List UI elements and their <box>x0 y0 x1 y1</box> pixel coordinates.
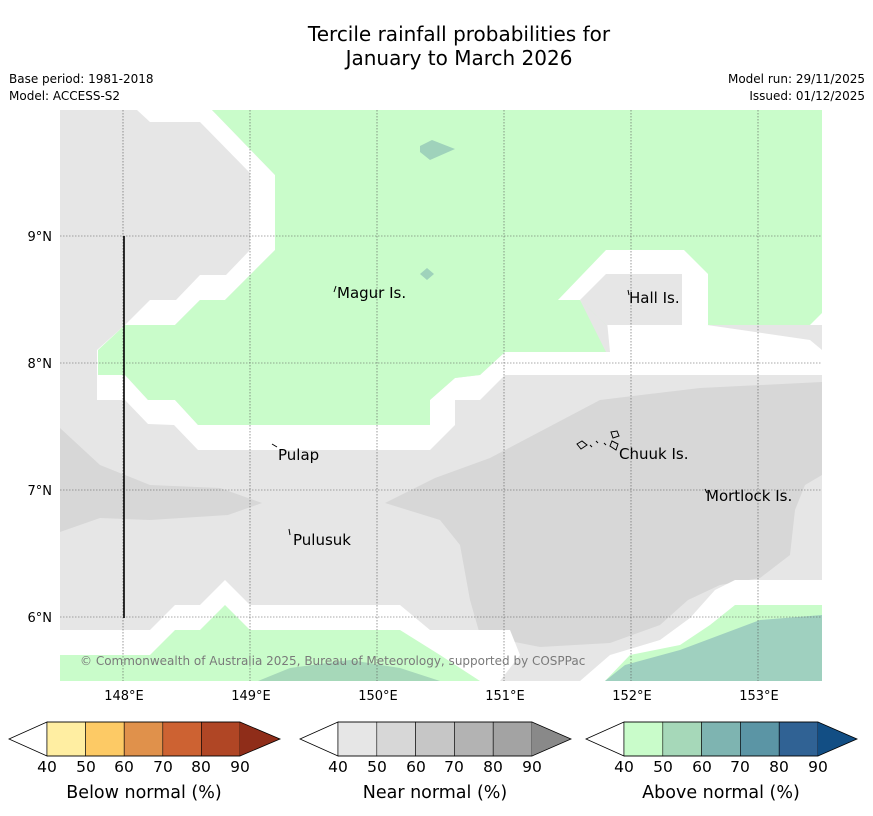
legend-below-low-arrow <box>8 721 48 757</box>
lon-label-149e: 149°E <box>231 689 271 704</box>
legend-above-tick: 70 <box>730 758 750 776</box>
lon-label-151e: 151°E <box>485 689 525 704</box>
legend-above-swatch <box>740 721 780 757</box>
legend-above-title: Above normal (%) <box>642 783 800 803</box>
island-mortlock <box>704 488 708 494</box>
island-chuuk <box>576 430 620 451</box>
legend-below-tick: 90 <box>230 758 250 776</box>
legend-above-low-arrow <box>585 721 625 757</box>
near-normal-50-region-east <box>385 382 822 647</box>
white-buffer-north <box>97 110 822 450</box>
label-pulap: Pulap <box>278 446 319 464</box>
lat-label-6n: 6°N <box>28 611 53 626</box>
title-line-1: Tercile rainfall probabilities for <box>307 22 611 46</box>
map-canvas: Magur Is. Hall Is. Pulap Chuuk Is. Mortl… <box>60 110 822 681</box>
legend-below-ticks: 40 50 60 70 80 90 <box>37 758 250 776</box>
latitude-axis: 9°N 8°N 7°N 6°N <box>28 230 53 626</box>
legend-below-normal: 40 50 60 70 80 90 Below normal (%) <box>8 721 282 803</box>
island-magur <box>333 285 337 293</box>
legend-above-tick: 50 <box>653 758 673 776</box>
lon-label-150e: 150°E <box>358 689 398 704</box>
lat-label-9n: 9°N <box>28 230 53 245</box>
legend-near-tick: 50 <box>367 758 387 776</box>
lon-label-148e: 148°E <box>104 689 144 704</box>
legend-below-swatch <box>201 721 241 757</box>
legend-near-tick: 80 <box>483 758 503 776</box>
legend-below-tick: 40 <box>37 758 57 776</box>
label-mortlock: Mortlock Is. <box>706 487 792 505</box>
label-magur: Magur Is. <box>337 284 406 302</box>
above-normal-50-patch-mid <box>420 268 434 280</box>
meta-right: Model run: 29/11/2025 Issued: 01/12/2025 <box>728 71 865 105</box>
lon-label-153e: 153°E <box>739 689 779 704</box>
island-hall <box>627 289 630 296</box>
legend-near-high-arrow <box>532 722 571 756</box>
island-pulusuk <box>288 528 291 536</box>
legend-near-swatch <box>376 721 416 757</box>
legend-above-high-arrow <box>818 722 857 756</box>
legend-near-tick: 90 <box>522 758 542 776</box>
legend-near-swatch <box>337 721 378 757</box>
base-period: Base period: 1981-2018 <box>9 72 154 86</box>
above-normal-southwest-region <box>60 605 480 681</box>
legend-below-swatch <box>85 721 125 757</box>
legend-above-tick: 40 <box>614 758 634 776</box>
legend-above-tick: 60 <box>692 758 712 776</box>
label-chuuk: Chuuk Is. <box>619 445 688 463</box>
legend-above-swatch <box>701 721 741 757</box>
above-normal-50-southwest-region <box>258 660 440 681</box>
lat-label-7n: 7°N <box>28 484 53 499</box>
near-normal-50-region-west <box>60 428 262 532</box>
legend-below-title: Below normal (%) <box>66 783 221 803</box>
legend-above-swatch <box>662 721 702 757</box>
legend-near-ticks: 40 50 60 70 80 90 <box>328 758 542 776</box>
legend-near-tick: 60 <box>406 758 426 776</box>
legend-above-ticks: 40 50 60 70 80 90 <box>614 758 828 776</box>
copyright-text: © Commonwealth of Australia 2025, Bureau… <box>80 654 585 668</box>
legend-above-swatch <box>623 721 664 757</box>
issued-date: Issued: 01/12/2025 <box>749 89 865 103</box>
legend-above-tick: 80 <box>769 758 789 776</box>
lon-label-152e: 152°E <box>612 689 652 704</box>
legend-near-swatch <box>454 721 494 757</box>
meta-left: Base period: 1981-2018 Model: ACCESS-S2 <box>9 71 154 105</box>
legend-near-low-arrow <box>299 721 339 757</box>
island-pulap <box>271 443 278 448</box>
legend-near-tick: 70 <box>444 758 464 776</box>
model-name: Model: ACCESS-S2 <box>9 89 121 103</box>
legend-below-swatch <box>162 721 202 757</box>
above-normal-north-region <box>98 110 822 425</box>
legend-near-swatch <box>492 721 533 757</box>
legend-below-tick: 80 <box>191 758 211 776</box>
legend-below-tick: 60 <box>114 758 134 776</box>
above-normal-50-patch-north <box>420 140 455 160</box>
label-pulusuk: Pulusuk <box>293 531 351 549</box>
longitude-axis: 148°E 149°E 150°E 151°E 152°E 153°E <box>104 689 779 704</box>
legend-below-tick: 50 <box>76 758 96 776</box>
title-line-2: January to March 2026 <box>345 46 573 70</box>
islands <box>271 285 708 536</box>
legend-below-tick: 70 <box>153 758 173 776</box>
legend-near-tick: 40 <box>328 758 348 776</box>
legend-above-swatch <box>778 721 819 757</box>
legend-near-swatch <box>415 721 455 757</box>
above-normal-50-southeast-region <box>605 615 822 681</box>
gridlines <box>60 110 822 681</box>
legend-near-normal: 40 50 60 70 80 90 Near normal (%) <box>299 721 573 803</box>
legend-below-high-arrow <box>240 722 280 756</box>
lat-label-8n: 8°N <box>28 357 53 372</box>
legend-near-title: Near normal (%) <box>363 783 508 803</box>
label-hall: Hall Is. <box>629 289 680 307</box>
legend-above-tick: 90 <box>808 758 828 776</box>
legend-above-normal: 40 50 60 70 80 90 Above normal (%) <box>585 721 859 803</box>
legend-below-swatch <box>123 721 164 757</box>
model-run: Model run: 29/11/2025 <box>727 72 865 86</box>
legend-below-swatch <box>46 721 86 757</box>
map-title: Tercile rainfall probabilities for Janua… <box>0 22 873 70</box>
